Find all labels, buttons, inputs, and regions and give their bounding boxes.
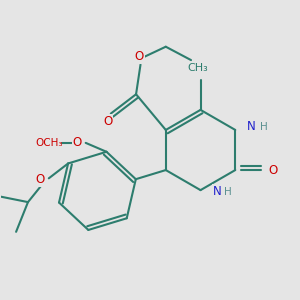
Text: O: O <box>36 173 45 186</box>
Text: N: N <box>212 185 221 198</box>
Text: O: O <box>73 136 82 149</box>
Text: H: H <box>224 187 232 196</box>
Text: CH₃: CH₃ <box>187 63 208 73</box>
Text: OCH₃: OCH₃ <box>36 138 63 148</box>
Text: N: N <box>247 121 256 134</box>
Text: O: O <box>134 50 144 63</box>
Text: H: H <box>260 122 267 132</box>
Text: O: O <box>103 116 112 128</box>
Text: O: O <box>268 164 278 177</box>
